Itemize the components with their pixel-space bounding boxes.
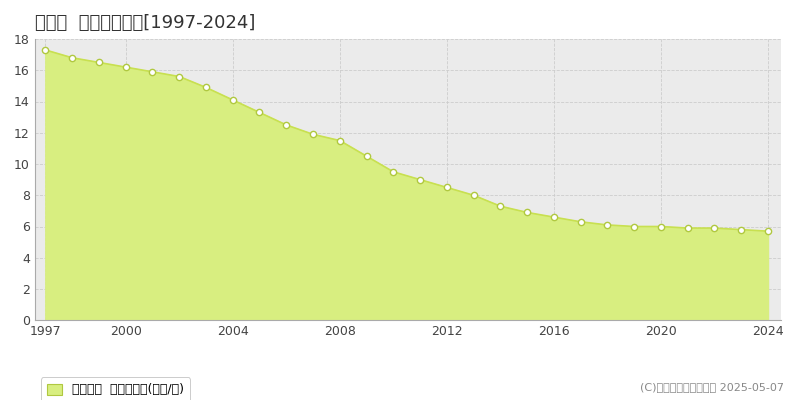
Legend: 基準地価  平均坪単価(万円/坪): 基準地価 平均坪単価(万円/坪) [41,377,190,400]
Text: 太地町  基準地価推移[1997-2024]: 太地町 基準地価推移[1997-2024] [34,14,255,32]
Text: (C)土地価格ドットコム 2025-05-07: (C)土地価格ドットコム 2025-05-07 [640,382,784,392]
